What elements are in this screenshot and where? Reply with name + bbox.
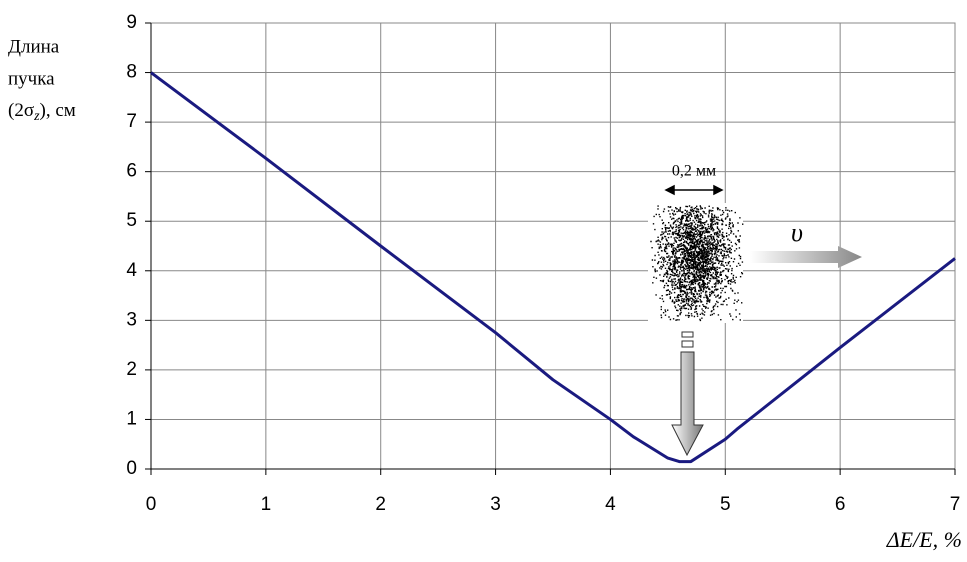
y-label-line: Длина: [8, 36, 60, 57]
y-label-part: (2σ: [8, 100, 34, 121]
x-tick-label: 0: [146, 494, 157, 515]
x-label: ΔE/E, %: [886, 527, 962, 552]
plot-area: [150, 22, 956, 470]
y-tick-label: 8: [126, 62, 137, 83]
y-label-part: ), см: [40, 100, 76, 121]
annotation: 0,2 мм: [672, 163, 716, 180]
grid: [150, 22, 956, 470]
x-tick-label: 2: [375, 494, 386, 515]
x-tick-label: 7: [950, 494, 961, 515]
y-tick-label: 0: [126, 458, 137, 479]
y-label-sub: z: [33, 109, 40, 124]
velocity-arrow: [750, 246, 862, 268]
x-tick-label: 5: [720, 494, 731, 515]
annotation: υ: [791, 218, 803, 247]
x-tick-label: 1: [261, 494, 272, 515]
down-arrow: [671, 331, 704, 457]
y-tick-label: 2: [126, 359, 137, 380]
y-tick-label: 9: [126, 12, 137, 33]
particle-cloud: [650, 205, 744, 322]
y-tick-label: 5: [126, 210, 137, 231]
particles: [650, 205, 744, 322]
y-label-line: (2σz), см: [8, 100, 76, 124]
line: [150, 71, 956, 464]
y-tick-label: 7: [126, 111, 137, 132]
y-tick-label: 4: [126, 260, 137, 281]
y-tick-label: 3: [126, 309, 137, 330]
y-tick-label: 1: [126, 408, 137, 429]
y-tick-label: 6: [126, 161, 137, 182]
y-label-line: пучка: [8, 68, 55, 89]
x-tick-label: 6: [835, 494, 846, 515]
x-tick-label: 4: [605, 494, 616, 515]
scale-arrow: [664, 184, 724, 196]
x-tick-label: 3: [490, 494, 501, 515]
